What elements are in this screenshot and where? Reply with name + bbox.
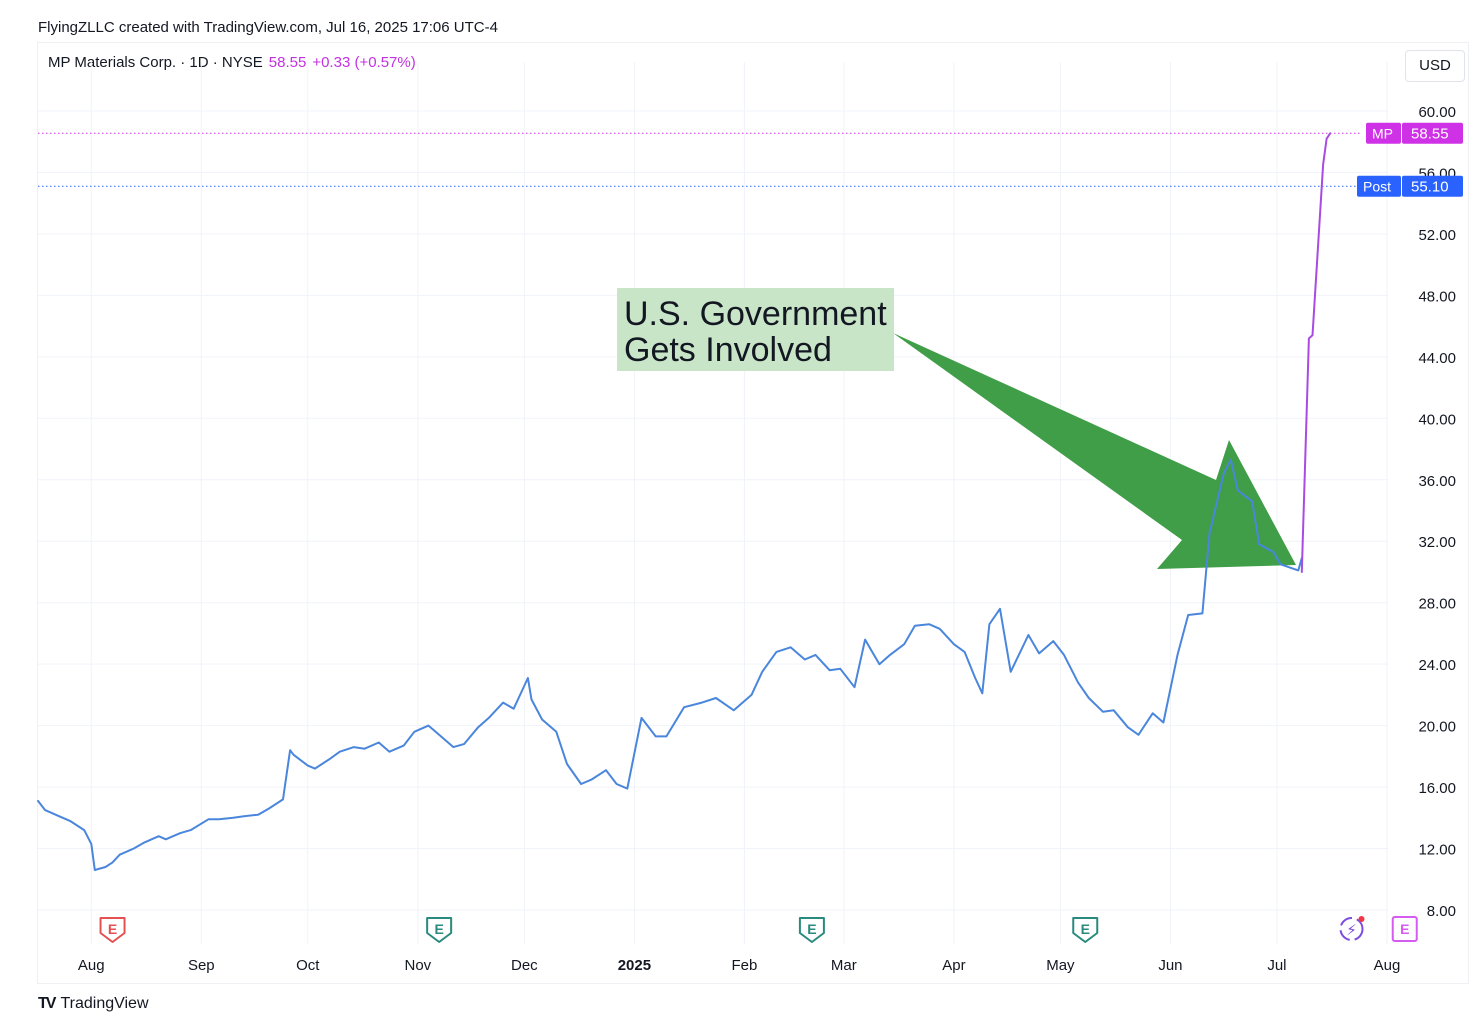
symbol-legend[interactable]: MP Materials Corp. · 1D · NYSE 58.55 +0.33…	[48, 54, 416, 71]
chart-credit: FlyingZLLC created with TradingView.com,…	[38, 19, 498, 36]
symbol-title: MP Materials Corp. · 1D · NYSE	[48, 54, 263, 71]
currency-button[interactable]: USD	[1405, 50, 1465, 82]
tradingview-logo-icon: TV	[38, 995, 57, 1012]
tradingview-logo-text: TradingView	[60, 995, 149, 1012]
chart-frame	[37, 42, 1469, 984]
tradingview-logo[interactable]: TV TradingView	[38, 995, 149, 1013]
last-price: 58.55	[268, 54, 307, 71]
price-change: +0.33 (+0.57%)	[312, 54, 416, 71]
